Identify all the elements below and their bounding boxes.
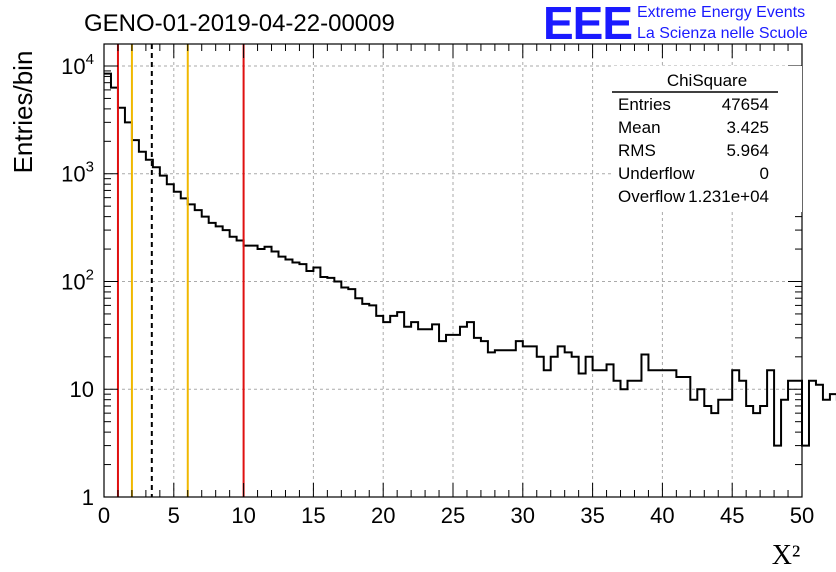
x-tick-label: 10 [231, 503, 255, 528]
eee-logo: EEE [543, 0, 633, 49]
stats-label: Overflow [618, 187, 686, 206]
y-axis-title: Entries/bin [8, 51, 38, 174]
y-tick-label: 10 [70, 377, 94, 402]
histogram-series [104, 72, 836, 447]
x-tick-labels: 0 5 10 15 20 25 30 35 40 45 50 [98, 503, 814, 528]
stats-label: RMS [618, 141, 656, 160]
reference-lines [116, 44, 245, 497]
x-tick-label: 0 [98, 503, 110, 528]
x-tick-label: 15 [301, 503, 325, 528]
x-tick-label: 40 [650, 503, 674, 528]
x-tick-label: 25 [441, 503, 465, 528]
y-tick-label: 103 [61, 159, 94, 187]
stats-name: ChiSquare [667, 71, 747, 90]
stats-value: 0 [760, 164, 769, 183]
histogram [104, 72, 836, 447]
stats-value: 5.964 [726, 141, 769, 160]
stats-value: 47654 [722, 95, 769, 114]
x-tick-label: 5 [168, 503, 180, 528]
y-tick-label: 1 [82, 485, 94, 510]
stats-label: Underflow [618, 164, 695, 183]
x-tick-label: 50 [790, 503, 814, 528]
x-tick-label: 20 [371, 503, 395, 528]
stats-value: 3.425 [726, 118, 769, 137]
histogram-title: GENO-01-2019-04-22-00009 [84, 10, 395, 37]
grid [104, 44, 802, 497]
stats-label: Entries [618, 95, 671, 114]
logo-subtitle-line1: Extreme Energy Events [637, 4, 806, 21]
stats-box: ChiSquare Entries 47654 Mean 3.425 RMS 5.964 U… [612, 66, 802, 212]
logo-subtitle-line2: La Scienza nelle Scuole [637, 25, 808, 42]
x-tick-label: 45 [720, 503, 744, 528]
y-tick-label: 104 [61, 51, 94, 79]
y-tick-label: 102 [61, 266, 94, 294]
stats-value: 1.231e+04 [688, 187, 769, 206]
axis-ticks [103, 44, 803, 498]
stats-label: Mean [618, 118, 661, 137]
x-axis-title: X² [772, 540, 801, 571]
x-tick-label: 30 [511, 503, 535, 528]
y-tick-labels: 1 10 102 103 104 [61, 51, 94, 510]
x-tick-label: 35 [580, 503, 604, 528]
